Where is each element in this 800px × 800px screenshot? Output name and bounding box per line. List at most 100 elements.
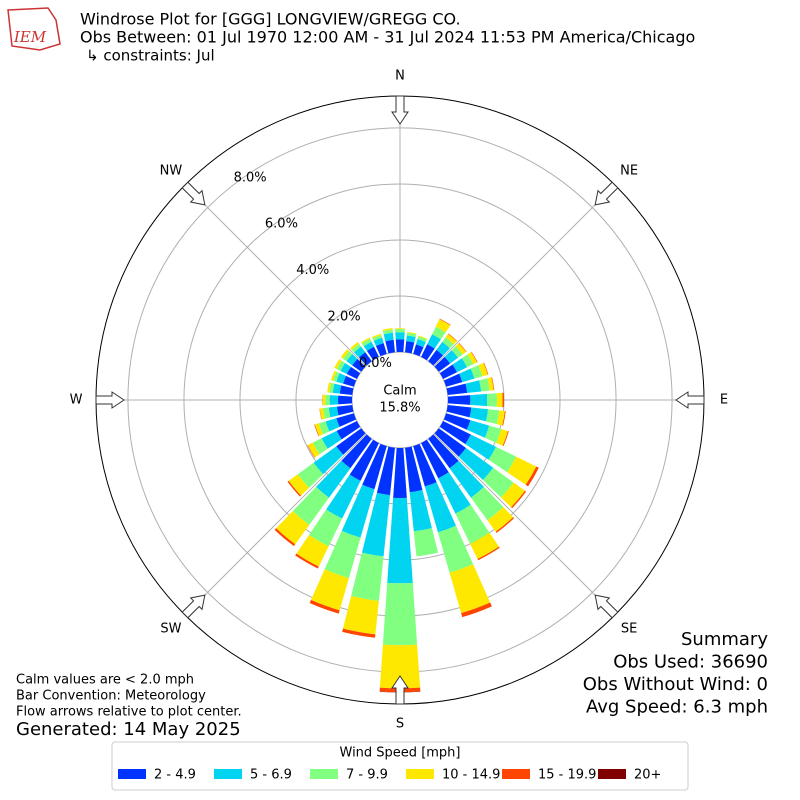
bar-segment	[375, 343, 387, 357]
bar-segment	[325, 418, 340, 432]
bars	[274, 318, 539, 693]
grid-spoke	[184, 184, 367, 367]
bar-segment	[274, 528, 296, 547]
bar-segment	[325, 394, 330, 406]
calm-circle	[353, 353, 447, 447]
bar-segment	[436, 341, 450, 356]
bar-segment	[373, 337, 384, 346]
bar-segment	[323, 407, 331, 419]
flow-arrow	[95, 391, 125, 409]
bar-segment	[455, 504, 490, 544]
bar-segment	[379, 691, 421, 693]
bar-segment	[366, 346, 379, 361]
bar-segment	[452, 358, 468, 373]
direction-label: NW	[160, 163, 183, 178]
bar-segment	[417, 336, 427, 343]
summary-line: Avg Speed: 6.3 mph	[586, 697, 768, 718]
bar-segment	[421, 344, 435, 361]
bar-segment	[346, 354, 358, 366]
bar-segment	[415, 339, 426, 348]
legend-swatch	[598, 769, 626, 779]
bar-segment	[361, 338, 372, 347]
legend-title: Wind Speed [mph]	[340, 746, 461, 761]
bar-segment	[434, 356, 451, 372]
direction-label: SW	[160, 622, 181, 637]
legend-swatch	[118, 769, 146, 779]
grid-spoke	[433, 433, 616, 616]
bar-segment	[316, 460, 351, 498]
bar-segment	[451, 346, 463, 358]
bar-segment	[449, 460, 484, 498]
bar-segment	[491, 377, 495, 391]
grid-spoke	[184, 433, 367, 616]
bar-segment	[406, 335, 416, 343]
legend-label: 15 - 19.9	[538, 768, 596, 783]
bar-segment	[405, 341, 415, 354]
bar-segment	[395, 332, 405, 340]
bar-segment	[470, 365, 483, 379]
r-tick-label: 6.0%	[265, 217, 298, 232]
bar-segment	[439, 364, 457, 379]
bar-segment	[307, 442, 320, 458]
bar-segment	[329, 395, 339, 405]
bar-segment	[333, 371, 340, 382]
legend-box	[111, 741, 689, 791]
bar-segment	[443, 413, 471, 430]
bar-segment	[458, 342, 467, 353]
flow-arrow	[391, 95, 409, 125]
legend-label: 20+	[634, 768, 661, 783]
bar-segment	[413, 344, 424, 357]
bar-segment	[361, 337, 371, 344]
bar-segment	[322, 394, 326, 406]
bar-segment	[314, 424, 320, 437]
bar-segment	[461, 354, 474, 368]
bar-segment	[487, 377, 494, 391]
bar-segment	[371, 333, 382, 339]
bar-segment	[342, 628, 376, 638]
bar-segment	[421, 439, 449, 479]
bar-segment	[349, 439, 379, 481]
bar-segment	[340, 349, 350, 359]
bar-segment	[461, 602, 492, 618]
bar-segment	[382, 328, 393, 332]
bar-segment	[310, 569, 349, 611]
legend-swatch	[406, 769, 434, 779]
bar-segment	[326, 474, 361, 519]
bar-segment	[479, 378, 490, 392]
bar-segment	[340, 362, 351, 375]
bar-segment	[350, 341, 360, 350]
bar-segment	[354, 346, 366, 358]
bar-segment	[458, 447, 494, 481]
bar-segment	[502, 392, 505, 408]
bar-segment	[407, 331, 417, 335]
bar-segment	[477, 546, 500, 561]
legend-swatch	[502, 769, 530, 779]
bar-segment	[405, 446, 423, 493]
bar-segment	[465, 380, 482, 393]
bar-segment	[346, 366, 361, 379]
bar-segment	[483, 362, 489, 375]
bar-segment	[413, 528, 439, 557]
bar-segment	[383, 332, 394, 342]
bar-segment	[435, 319, 451, 333]
bar-segment	[292, 486, 329, 525]
flow-arrow	[391, 675, 409, 705]
summary-line: Obs Used: 36690	[613, 652, 768, 673]
direction-label: S	[396, 717, 404, 732]
bar-segment	[428, 349, 444, 366]
bar-segment	[427, 334, 441, 349]
bar-segment	[484, 425, 502, 443]
bar-segment	[342, 596, 379, 635]
bar-segment	[395, 339, 405, 353]
legend: 2 - 4.9 5 - 6.9 7 - 9.9 10 - 14.9 15 - 19.9 2…	[118, 768, 661, 783]
bar-segment	[471, 351, 478, 363]
bar-segment	[502, 411, 506, 426]
bar-segment	[455, 343, 467, 355]
bar-segment	[413, 443, 437, 487]
bar-segment	[312, 438, 328, 455]
bar-segment	[471, 486, 504, 521]
direction-label: W	[70, 393, 83, 408]
bar-segment	[336, 373, 346, 384]
bar-segment	[496, 410, 505, 426]
